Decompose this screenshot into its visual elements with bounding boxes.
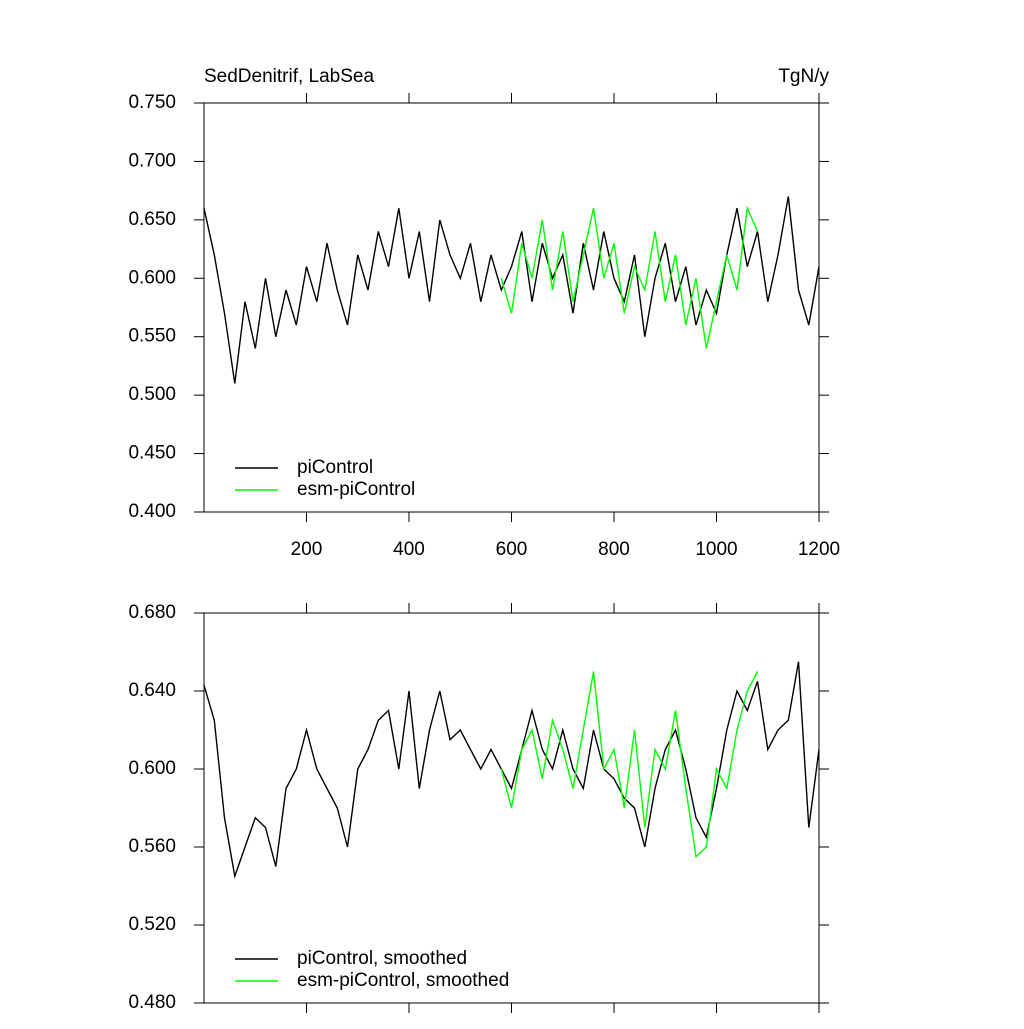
x-tick-label: 800: [598, 539, 630, 560]
units-label: TgN/y: [778, 66, 829, 87]
y-tick-label: 0.650: [128, 209, 176, 230]
x-tick-label: 200: [291, 539, 323, 560]
y-tick-label: 0.450: [128, 443, 176, 464]
legend-label: esm-piControl: [297, 479, 415, 500]
y-tick-label: 0.520: [128, 914, 176, 935]
legend-label: piControl: [297, 457, 373, 478]
y-tick-label: 0.400: [128, 501, 176, 522]
chart-title: SedDenitrif, LabSea: [204, 66, 374, 87]
y-tick-label: 0.700: [128, 150, 176, 171]
x-tick-label: 400: [393, 539, 425, 560]
x-tick-label: 1200: [798, 539, 840, 560]
y-tick-label: 0.480: [128, 992, 176, 1013]
series-line: [203, 661, 820, 879]
y-tick-label: 0.550: [128, 326, 176, 347]
series-line: [203, 196, 820, 384]
series-line: [500, 671, 759, 859]
plot-frame: [203, 102, 820, 513]
y-tick-label: 0.750: [128, 92, 176, 113]
legend-label: esm-piControl, smoothed: [297, 970, 509, 991]
y-tick-label: 0.560: [128, 836, 176, 857]
y-tick-label: 0.640: [128, 680, 176, 701]
y-tick-label: 0.600: [128, 267, 176, 288]
y-tick-label: 0.680: [128, 602, 176, 623]
y-tick-label: 0.600: [128, 758, 176, 779]
x-tick-label: 1000: [695, 539, 737, 560]
x-tick-label: 600: [496, 539, 528, 560]
series-line: [500, 205, 759, 349]
legend-label: piControl, smoothed: [297, 948, 467, 969]
y-tick-label: 0.500: [128, 384, 176, 405]
